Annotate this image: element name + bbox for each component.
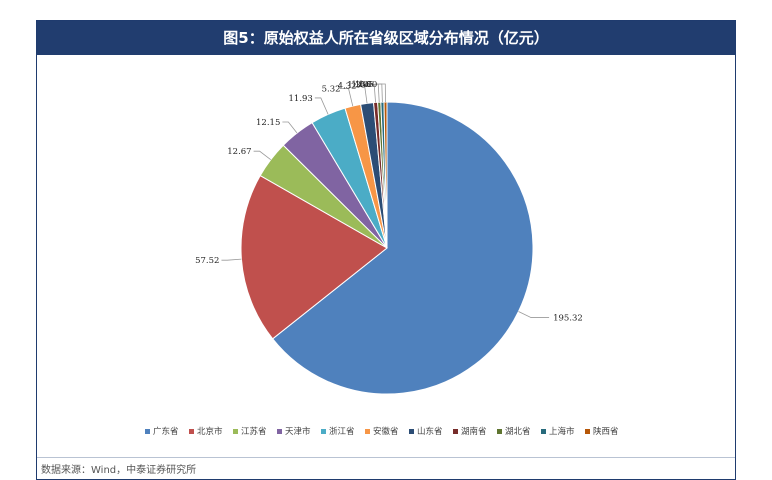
legend-swatch-2	[189, 429, 194, 434]
legend-label-5: 浙江省	[329, 426, 355, 437]
legend-swatch-11	[585, 429, 590, 434]
legend-swatch-10	[541, 429, 546, 434]
leader-line-7	[358, 85, 368, 104]
legend-label-4: 天津市	[285, 426, 311, 437]
legend-swatch-9	[497, 429, 502, 434]
pie-slice-2	[240, 174, 388, 340]
data-label-10: 1.05	[355, 80, 374, 90]
pie-slices	[240, 101, 534, 395]
legend-swatch-4	[277, 429, 282, 434]
data-label-4: 12.15	[256, 118, 280, 128]
leader-line-6	[342, 88, 354, 107]
legend-label-8: 湖南省	[461, 426, 487, 437]
legend-label-3: 江苏省	[241, 426, 267, 437]
legend-swatch-8	[453, 429, 458, 434]
footer-divider	[37, 457, 735, 458]
data-label-7: 4.32	[338, 82, 357, 92]
legend-label-11: 陕西省	[593, 426, 619, 437]
data-label-11: 1.00	[358, 80, 377, 90]
legend-swatch-6	[365, 429, 370, 434]
legend-label-6: 安徽省	[373, 426, 399, 437]
leader-line-1	[518, 311, 550, 318]
data-label-1: 195.32	[553, 314, 583, 324]
data-label-3: 12.67	[227, 147, 251, 157]
leader-line-2	[221, 258, 242, 261]
data-label-5: 11.93	[289, 94, 313, 104]
legend: 广东省 北京市 江苏省 天津市 浙江省 安徽省 山东省 湖南省 湖北省 上海市 陕西省	[145, 426, 619, 437]
legend-swatch-3	[233, 429, 238, 434]
data-label-2: 57.52	[195, 256, 219, 266]
leader-line-11	[379, 83, 386, 103]
chart-frame: 图5：原始权益人所在省级区域分布情况（亿元） 195.32 57.52 12.67 1…	[36, 20, 736, 480]
leader-line-3	[253, 150, 271, 160]
leader-line-4	[282, 121, 298, 134]
data-label-9: 1.06	[351, 80, 370, 90]
leader-lines	[221, 83, 550, 318]
legend-swatch-5	[321, 429, 326, 434]
legend-label-2: 北京市	[197, 426, 223, 437]
data-label-8: 1.35	[347, 81, 366, 91]
legend-swatch-1	[145, 429, 150, 434]
pie-chart: 195.32 57.52 12.67 12.15 11.93 5.324.321.351.…	[145, 80, 619, 437]
chart-title: 图5：原始权益人所在省级区域分布情况（亿元）	[37, 21, 735, 55]
pie-slice-11	[383, 101, 388, 249]
data-labels: 195.32 57.52 12.67 12.15 11.93 5.324.321.351.…	[195, 80, 583, 324]
legend-label-7: 山东省	[417, 426, 443, 437]
source-note: 数据来源：Wind，中泰证券研究所	[41, 465, 197, 476]
legend-label-10: 上海市	[549, 426, 575, 437]
leader-line-5	[314, 97, 329, 115]
legend-label-9: 湖北省	[505, 426, 531, 437]
data-label-6: 5.32	[322, 85, 341, 95]
legend-label-1: 广东省	[153, 426, 179, 437]
legend-swatch-7	[409, 429, 414, 434]
pie-slice-1	[271, 101, 534, 395]
